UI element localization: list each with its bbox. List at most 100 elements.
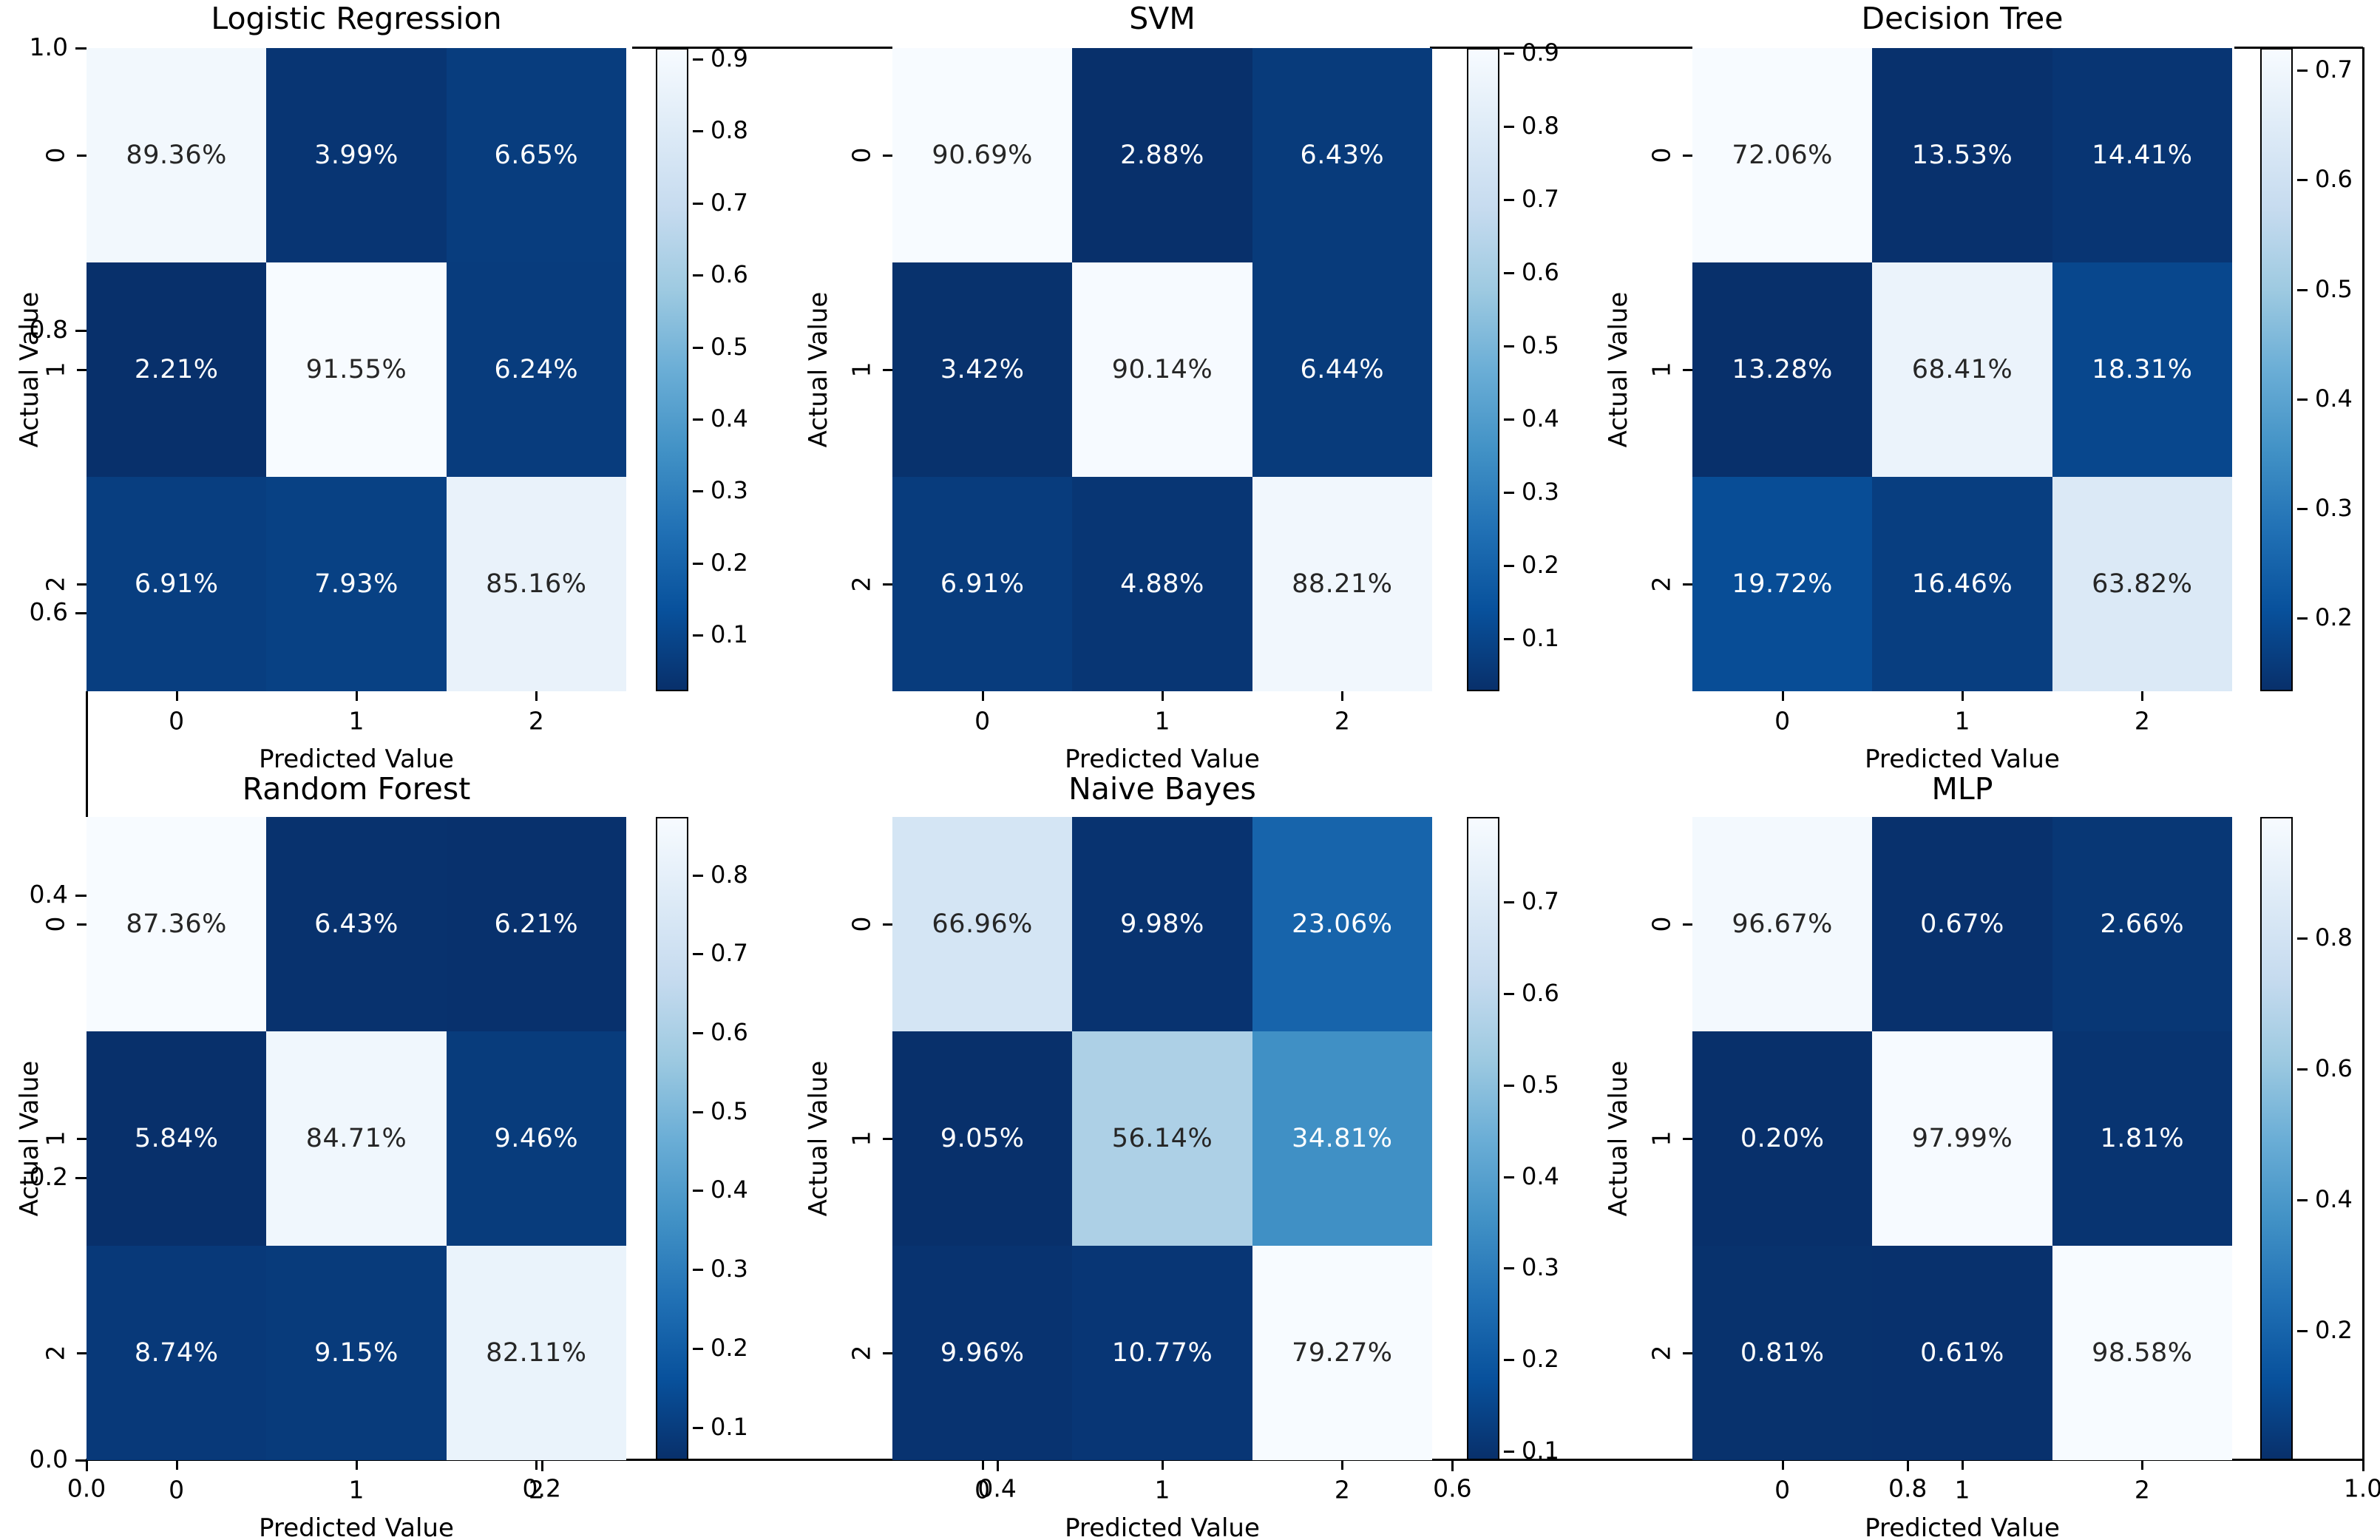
heatmap-cell: 3.99% [266,48,447,262]
outer-y-tick [75,895,87,897]
y-axis-label: Actual Value [1604,1060,1633,1217]
heatmap-cell: 4.88% [1072,477,1252,691]
colorbar-tick [693,634,703,637]
y-tick-label: 0 [1647,147,1676,163]
outer-y-tick-label: 0.6 [29,597,68,626]
heatmap-cell: 6.91% [87,477,267,691]
cell-annotation: 14.41% [2092,140,2193,170]
x-tick-label: 2 [528,1475,544,1505]
x-tick-label: 0 [974,706,991,736]
y-tick-label: 1 [847,362,876,378]
x-tick [356,691,358,701]
colorbar-tick-label: 0.9 [711,44,748,73]
colorbar-tick-label: 0.8 [711,116,748,145]
outer-y-tick [75,330,87,332]
colorbar-tick [2297,937,2308,940]
colorbar-tick-label: 0.1 [711,620,748,649]
y-tick-label: 0 [1647,916,1676,932]
cell-annotation: 79.27% [1292,1338,1393,1368]
x-tick [1962,1460,1964,1470]
y-tick-label: 1 [41,362,70,378]
heatmap-cell: 91.55% [266,262,447,477]
y-tick [77,155,87,157]
outer-x-tick [1451,1460,1454,1471]
cell-annotation: 9.96% [940,1338,1025,1368]
colorbar-tick [693,562,703,565]
colorbar-tick [693,274,703,277]
outer-y-tick-label: 1.0 [29,33,68,61]
y-axis-label: Actual Value [804,1060,833,1217]
colorbar-tick [2297,1199,2308,1202]
cell-annotation: 16.46% [1911,569,2013,599]
heatmap-cell: 2.66% [2052,817,2232,1031]
cell-annotation: 0.67% [1920,909,2004,939]
colorbar-tick-label: 0.7 [711,188,748,217]
x-tick-label: 1 [348,706,365,736]
colorbar-tick [2297,617,2308,620]
y-tick-label: 2 [1647,576,1676,592]
cell-annotation: 6.91% [940,569,1025,599]
cell-annotation: 97.99% [1911,1124,2013,1153]
heatmap-cell: 0.81% [1692,1246,1873,1460]
cell-annotation: 9.46% [494,1124,579,1153]
x-tick [175,1460,178,1470]
cell-annotation: 6.43% [1300,140,1385,170]
cell-annotation: 88.21% [1292,569,1393,599]
cell-annotation: 72.06% [1732,140,1833,170]
x-tick-label: 0 [1774,1475,1791,1505]
heatmap-cell: 63.82% [2052,477,2232,691]
y-tick-label: 0 [847,916,876,932]
heatmap-cell: 89.36% [87,48,267,262]
colorbar-tick-label: 0.9 [1522,38,1559,67]
outer-y-tick-label: 0.2 [29,1162,68,1191]
cell-annotation: 9.05% [940,1124,1025,1153]
colorbar-tick-label: 0.5 [711,332,748,361]
colorbar-tick [1504,900,1514,903]
colorbar [2260,817,2293,1460]
colorbar-tick-label: 0.3 [711,476,748,505]
y-tick-label: 1 [847,1130,876,1147]
x-tick [535,1460,538,1470]
heatmap-cell: 79.27% [1252,1246,1432,1460]
outer-x-tick [1907,1460,1910,1471]
colorbar-tick-label: 0.6 [2315,1054,2353,1083]
x-tick-label: 2 [1334,1475,1350,1505]
x-tick [2141,1460,2144,1470]
heatmap-cell: 10.77% [1072,1246,1252,1460]
colorbar-tick-label: 0.2 [2315,1315,2353,1344]
colorbar [1467,48,1499,691]
cell-annotation: 9.98% [1120,909,1204,939]
outer-x-tick-label: 1.0 [2343,1473,2380,1503]
subplot-title: Decision Tree [1861,1,2064,36]
x-tick [356,1460,358,1470]
colorbar [1467,817,1499,1460]
heatmap-cell: 6.44% [1252,262,1432,477]
colorbar-tick-label: 0.6 [711,260,748,289]
y-tick [1683,1352,1692,1354]
heatmap-cell: 9.15% [266,1246,447,1460]
heatmap-cell: 9.46% [446,1031,626,1246]
y-tick [1683,155,1692,157]
x-tick [1162,1460,1164,1470]
cell-annotation: 68.41% [1911,355,2013,384]
outer-y-tick [75,47,87,50]
heatmap-cell: 19.72% [1692,477,1873,691]
cell-annotation: 66.96% [932,909,1033,939]
y-tick [77,1352,87,1354]
colorbar-tick [1504,565,1514,568]
x-axis-label: Predicted Value [1865,744,2060,774]
colorbar-tick [693,1031,703,1034]
colorbar-tick [693,1110,703,1113]
colorbar-tick [693,1347,703,1350]
heatmap-cell: 8.74% [87,1246,267,1460]
colorbar-tick [2297,398,2308,401]
cell-annotation: 3.42% [940,355,1025,384]
outer-x-tick-label: 0.8 [1888,1473,1928,1503]
heatmap-cell: 85.16% [446,477,626,691]
x-axis-label: Predicted Value [259,1513,454,1540]
cell-annotation: 4.88% [1120,569,1204,599]
colorbar-tick-label: 0.4 [2315,1185,2353,1214]
subplot-title: Naive Bayes [1068,771,1256,807]
outer-x-tick [2362,1460,2364,1471]
x-tick-label: 0 [1774,706,1791,736]
